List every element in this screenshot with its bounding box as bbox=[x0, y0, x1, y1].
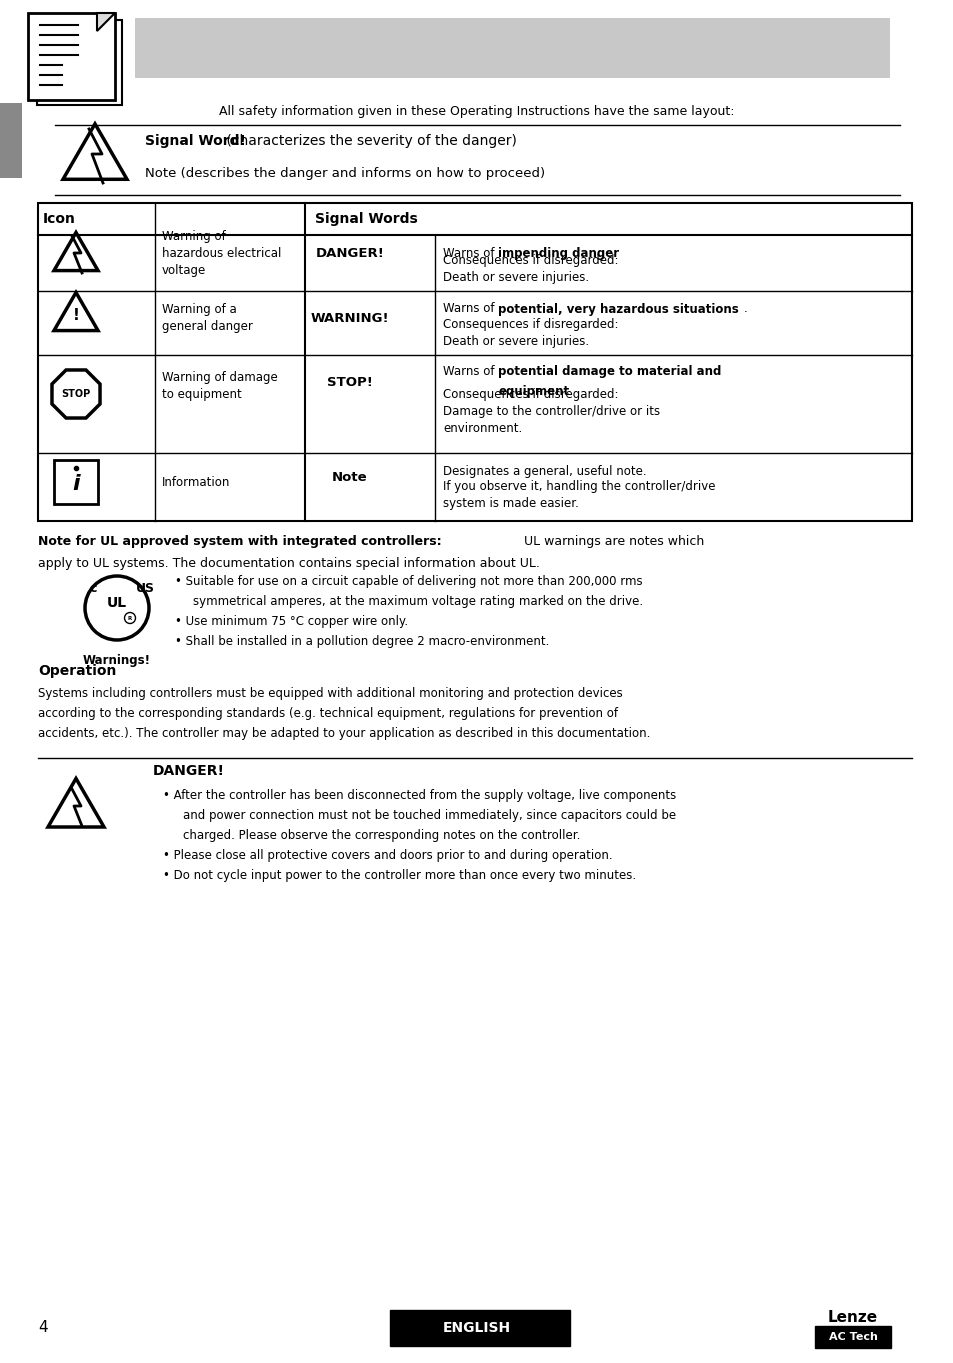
FancyBboxPatch shape bbox=[54, 459, 98, 504]
Text: 4: 4 bbox=[38, 1321, 48, 1336]
Text: US: US bbox=[135, 582, 154, 594]
Text: (characterizes the severity of the danger): (characterizes the severity of the dange… bbox=[222, 134, 517, 149]
Text: potential, very hazardous situations: potential, very hazardous situations bbox=[498, 303, 739, 315]
Text: Operation: Operation bbox=[38, 664, 116, 677]
Text: Consequences if disregarded:
Death or severe injuries.: Consequences if disregarded: Death or se… bbox=[442, 318, 618, 348]
Text: according to the corresponding standards (e.g. technical equipment, regulations : according to the corresponding standards… bbox=[38, 706, 618, 720]
Text: • Shall be installed in a pollution degree 2 macro-environment.: • Shall be installed in a pollution degr… bbox=[174, 635, 549, 647]
Text: .: . bbox=[566, 384, 570, 398]
Text: Note (describes the danger and informs on how to proceed): Note (describes the danger and informs o… bbox=[145, 166, 544, 180]
Text: ENGLISH: ENGLISH bbox=[442, 1321, 511, 1334]
Text: • Do not cycle input power to the controller more than once every two minutes.: • Do not cycle input power to the contro… bbox=[163, 868, 636, 882]
Text: symmetrical amperes, at the maximum voltage rating marked on the drive.: symmetrical amperes, at the maximum volt… bbox=[193, 594, 642, 608]
Text: .: . bbox=[742, 303, 746, 315]
Text: Information: Information bbox=[162, 476, 230, 488]
FancyBboxPatch shape bbox=[390, 1310, 569, 1347]
Text: Warns of: Warns of bbox=[442, 364, 497, 378]
Text: equipment: equipment bbox=[498, 384, 569, 398]
Text: Warns of: Warns of bbox=[442, 247, 497, 259]
Text: Consequences if disregarded:
Damage to the controller/drive or its
environment.: Consequences if disregarded: Damage to t… bbox=[442, 387, 659, 435]
Text: Consequences if disregarded:
Death or severe injuries.: Consequences if disregarded: Death or se… bbox=[442, 254, 618, 284]
Text: Note: Note bbox=[332, 470, 368, 484]
Text: AC Tech: AC Tech bbox=[828, 1332, 877, 1343]
Polygon shape bbox=[97, 14, 115, 31]
Text: UL warnings are notes which: UL warnings are notes which bbox=[519, 534, 703, 548]
Text: • Suitable for use on a circuit capable of delivering not more than 200,000 rms: • Suitable for use on a circuit capable … bbox=[174, 574, 642, 587]
Text: Note for UL approved system with integrated controllers:: Note for UL approved system with integra… bbox=[38, 534, 441, 548]
Text: Designates a general, useful note.: Designates a general, useful note. bbox=[442, 465, 646, 477]
Text: R: R bbox=[128, 616, 132, 620]
Text: STOP!: STOP! bbox=[327, 375, 373, 388]
Text: • Please close all protective covers and doors prior to and during operation.: • Please close all protective covers and… bbox=[163, 849, 612, 861]
Text: DANGER!: DANGER! bbox=[315, 247, 384, 259]
FancyBboxPatch shape bbox=[814, 1326, 890, 1348]
Text: DANGER!: DANGER! bbox=[152, 765, 225, 778]
FancyBboxPatch shape bbox=[0, 104, 22, 179]
Text: charged. Please observe the corresponding notes on the controller.: charged. Please observe the correspondin… bbox=[183, 829, 579, 841]
Text: !: ! bbox=[72, 308, 79, 323]
Polygon shape bbox=[51, 369, 100, 418]
Text: Icon: Icon bbox=[43, 213, 76, 226]
Text: Warning of damage
to equipment: Warning of damage to equipment bbox=[162, 371, 277, 401]
FancyBboxPatch shape bbox=[37, 20, 122, 105]
FancyBboxPatch shape bbox=[135, 18, 889, 78]
Text: Warning of
hazardous electrical
voltage: Warning of hazardous electrical voltage bbox=[162, 229, 281, 277]
Text: UL: UL bbox=[107, 596, 127, 611]
Text: Warnings!: Warnings! bbox=[83, 653, 151, 667]
Text: • After the controller has been disconnected from the supply voltage, live compo: • After the controller has been disconne… bbox=[163, 789, 676, 801]
Text: impending danger: impending danger bbox=[498, 247, 619, 259]
Text: and power connection must not be touched immediately, since capacitors could be: and power connection must not be touched… bbox=[183, 808, 676, 822]
FancyBboxPatch shape bbox=[28, 14, 115, 99]
Text: Signal Words: Signal Words bbox=[314, 213, 417, 226]
Text: apply to UL systems. The documentation contains special information about UL.: apply to UL systems. The documentation c… bbox=[38, 556, 539, 570]
Text: WARNING!: WARNING! bbox=[311, 312, 389, 324]
Text: All safety information given in these Operating Instructions have the same layou: All safety information given in these Op… bbox=[219, 105, 734, 117]
Text: i: i bbox=[72, 474, 80, 493]
Text: Signal Word!: Signal Word! bbox=[145, 134, 246, 149]
Text: Systems including controllers must be equipped with additional monitoring and pr: Systems including controllers must be eq… bbox=[38, 687, 622, 699]
Text: accidents, etc.). The controller may be adapted to your application as described: accidents, etc.). The controller may be … bbox=[38, 726, 650, 740]
Text: Warning of a
general danger: Warning of a general danger bbox=[162, 303, 253, 333]
Text: Lenze: Lenze bbox=[827, 1310, 877, 1325]
Text: potential damage to material and: potential damage to material and bbox=[498, 364, 721, 378]
Text: .: . bbox=[606, 247, 610, 259]
Text: If you observe it, handling the controller/drive
system is made easier.: If you observe it, handling the controll… bbox=[442, 480, 715, 510]
Text: STOP: STOP bbox=[61, 388, 91, 399]
Text: c: c bbox=[90, 582, 96, 594]
Text: • Use minimum 75 °C copper wire only.: • Use minimum 75 °C copper wire only. bbox=[174, 615, 408, 627]
Text: Warns of: Warns of bbox=[442, 303, 497, 315]
